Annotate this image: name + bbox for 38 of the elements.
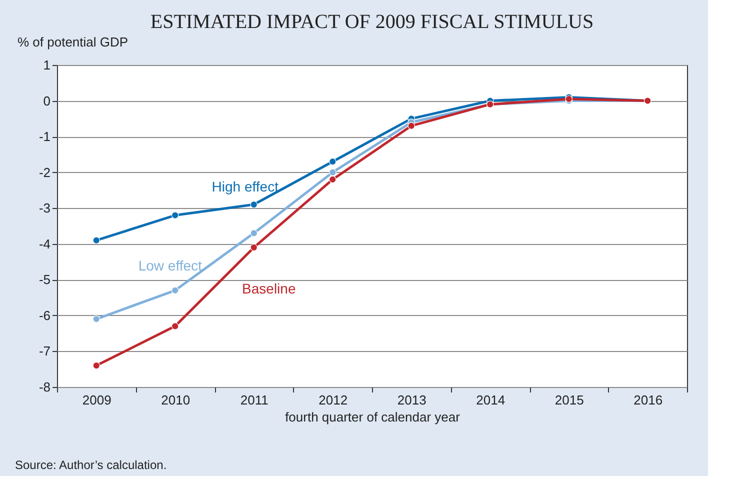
y-axis-title: % of potential GDP: [18, 34, 128, 50]
series-label: Low effect: [138, 257, 202, 274]
y-tick-label: -5: [38, 272, 50, 288]
y-tick-label: 0: [43, 93, 50, 108]
point: [250, 244, 258, 252]
point: [328, 158, 336, 166]
point: [408, 122, 416, 130]
point: [171, 212, 179, 219]
y-tick-label: -8: [38, 380, 50, 394]
y-tick-label: -4: [38, 236, 50, 252]
y-tick-label: 1: [43, 58, 50, 72]
point: [92, 362, 100, 370]
y-tick-label: -7: [38, 344, 50, 359]
point: [250, 230, 258, 237]
point: [92, 315, 100, 323]
x-axis-title: fourth quarter of calendar year: [285, 410, 461, 424]
y-tick-label: -2: [38, 164, 50, 180]
x-tick-label: 2011: [240, 392, 268, 408]
point: [171, 322, 179, 330]
x-tick-label: 2013: [397, 392, 426, 408]
x-tick-label: 2014: [476, 392, 506, 408]
x-tick-label: 2009: [82, 392, 112, 408]
y-tick-label: -6: [38, 308, 50, 323]
point: [328, 168, 336, 176]
source-note: Source: Author’s calculation.: [15, 458, 167, 472]
x-tick-label: 2016: [634, 392, 663, 408]
x-tick-label: 2012: [318, 392, 348, 408]
y-tick-label: -1: [38, 129, 50, 144]
series-label: High effect: [212, 178, 279, 194]
y-tick-label: -3: [38, 200, 50, 216]
point: [328, 176, 336, 184]
series-label: Baseline: [242, 280, 296, 296]
point: [92, 236, 100, 244]
chart-title: ESTIMATED IMPACT OF 2009 FISCAL STIMULUS: [150, 11, 594, 33]
x-tick-label: 2015: [554, 392, 584, 408]
point: [171, 286, 179, 294]
point: [250, 200, 258, 208]
x-tick-label: 2010: [161, 392, 190, 408]
